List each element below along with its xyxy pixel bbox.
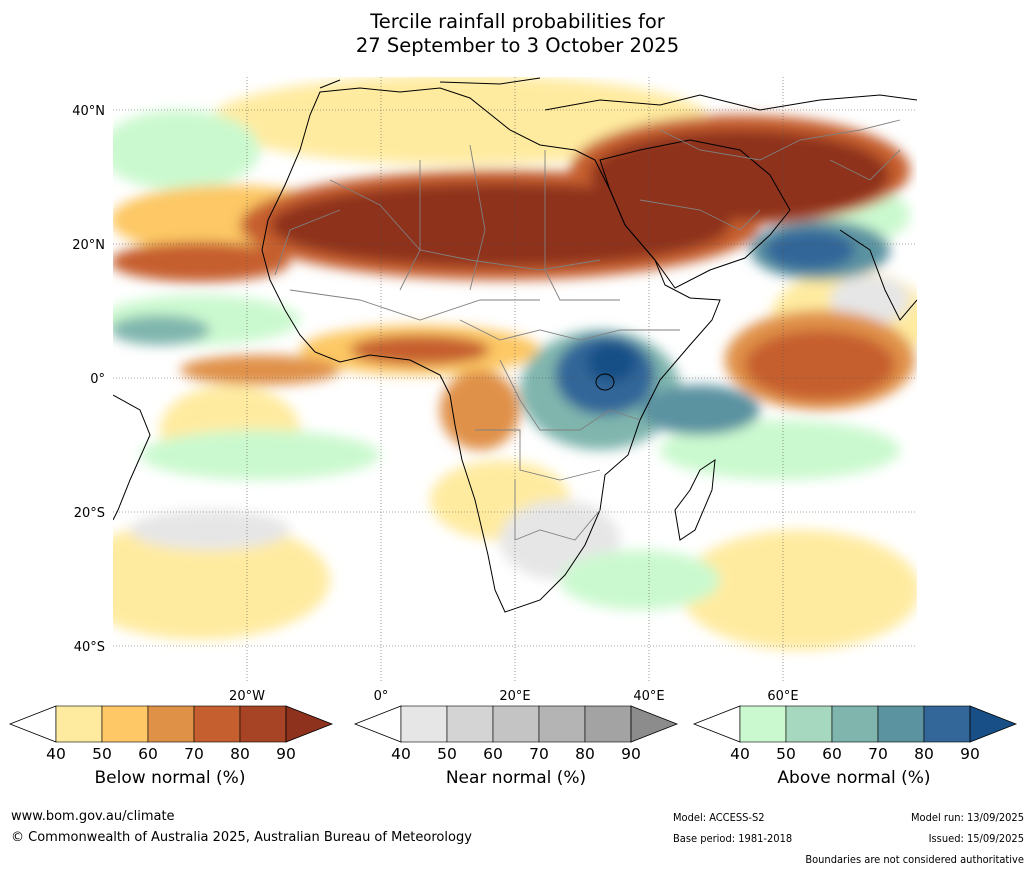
colorbar-above-ticks: 40 50 60 70 80 90 — [730, 745, 980, 763]
footer-copyright: © Commonwealth of Australia 2025, Austra… — [11, 830, 472, 845]
cb-below-tick: 80 — [230, 745, 250, 763]
footer-model: Model: ACCESS-S2 — [673, 811, 765, 824]
africa-coast — [261, 87, 721, 613]
europe-coast — [319, 77, 917, 111]
footer-disclaimer: Boundaries are not considered authoritat… — [805, 853, 1024, 866]
cb-near-tick: 70 — [529, 745, 549, 763]
lon-label-60e: 60°E — [767, 689, 798, 704]
chart-title: Tercile rainfall probabilities for 27 Se… — [0, 10, 1035, 58]
madagascar-coast — [674, 458, 716, 541]
lon-label-20e: 20°E — [499, 689, 530, 704]
cb-below-tick: 90 — [276, 745, 296, 763]
lake-victoria — [595, 373, 615, 391]
india-coast — [839, 229, 917, 321]
cb-above-tick: 50 — [776, 745, 796, 763]
footer-issued: Issued: 15/09/2025 — [928, 832, 1024, 845]
country-borders — [274, 119, 901, 541]
cb-near-tick: 90 — [621, 745, 641, 763]
cb-below-tick: 50 — [92, 745, 112, 763]
colorbar-below-ticks: 40 50 60 70 80 90 — [46, 745, 296, 763]
lat-label-40s: 40°S — [74, 640, 105, 655]
cb-near-tick: 40 — [391, 745, 411, 763]
footer-model-run: Model run: 13/09/2025 — [911, 811, 1024, 824]
footer-website: www.bom.gov.au/climate — [11, 809, 175, 824]
cb-below-tick: 70 — [184, 745, 204, 763]
lon-labels: 20°W 0° 20°E 40°E 60°E — [229, 689, 799, 704]
cb-near-tick: 50 — [437, 745, 457, 763]
title-line-2: 27 September to 3 October 2025 — [355, 34, 680, 57]
cb-near-tick: 80 — [575, 745, 595, 763]
lat-labels: 40°N 20°N 0° 20°S 40°S — [72, 104, 105, 655]
lat-label-20s: 20°S — [74, 506, 105, 521]
cb-near-tick: 60 — [483, 745, 503, 763]
colorbar-below-label: Below normal (%) — [94, 768, 246, 788]
cb-above-tick: 60 — [822, 745, 842, 763]
coastlines — [113, 77, 917, 613]
cb-above-tick: 40 — [730, 745, 750, 763]
colorbar-above-label: Above normal (%) — [777, 768, 931, 788]
south-america-coast — [113, 394, 151, 521]
lon-label-40e: 40°E — [633, 689, 664, 704]
colorbar-near-ticks: 40 50 60 70 80 90 — [391, 745, 641, 763]
cb-above-tick: 80 — [914, 745, 934, 763]
lat-label-eq: 0° — [90, 372, 105, 387]
cb-below-tick: 40 — [46, 745, 66, 763]
title-line-1: Tercile rainfall probabilities for — [370, 10, 665, 33]
colorbar-near — [353, 705, 679, 743]
lon-label-20w: 20°W — [229, 689, 265, 704]
colorbar-near-label: Near normal (%) — [445, 768, 587, 788]
lat-label-20n: 20°N — [72, 238, 105, 253]
cb-below-tick: 60 — [138, 745, 158, 763]
lon-label-0: 0° — [374, 689, 389, 704]
probability-field — [113, 77, 917, 681]
colorbar-below — [8, 705, 334, 743]
lat-label-40n: 40°N — [72, 104, 105, 119]
arabia-coast — [599, 139, 791, 289]
colorbar-above — [692, 705, 1018, 743]
cb-above-tick: 90 — [960, 745, 980, 763]
cb-above-tick: 70 — [868, 745, 888, 763]
footer-base-period: Base period: 1981-2018 — [673, 832, 793, 845]
